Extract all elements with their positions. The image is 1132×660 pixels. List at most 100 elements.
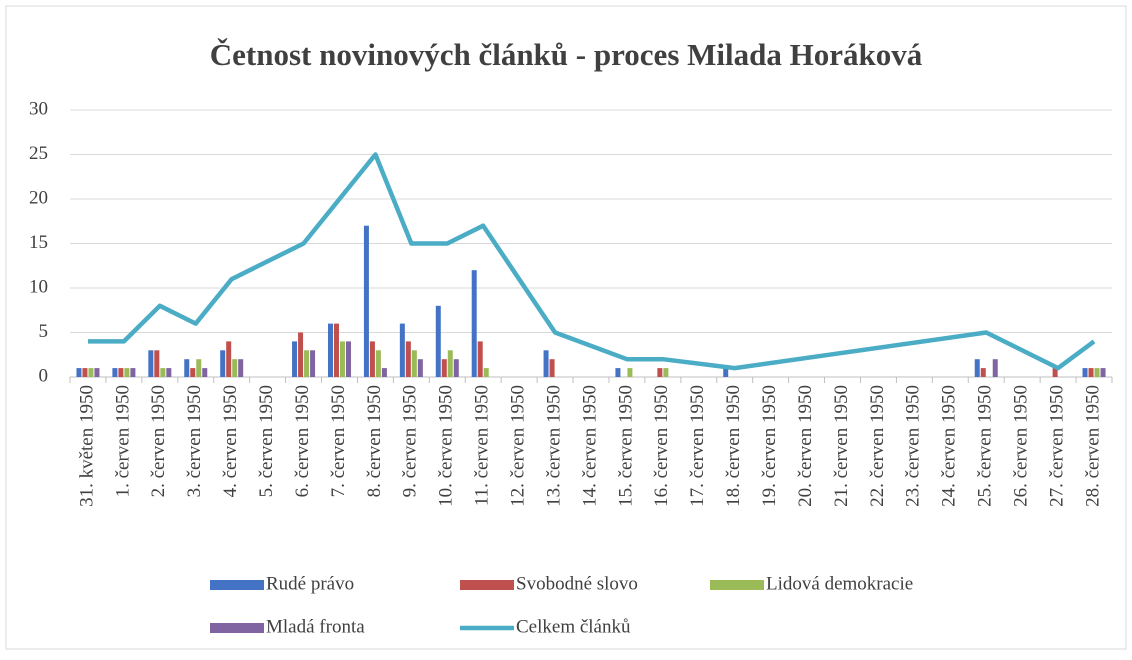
- bar: [88, 368, 94, 377]
- bar: [399, 323, 405, 377]
- bar: [304, 350, 310, 377]
- legend-swatch: [210, 623, 264, 633]
- bar: [615, 368, 621, 377]
- y-tick-label: 25: [29, 143, 48, 164]
- bar: [1088, 368, 1094, 377]
- bar: [196, 359, 202, 377]
- x-tick-label: 13. červen 1950: [543, 385, 564, 507]
- bar: [627, 368, 633, 377]
- x-tick-label: 5. červen 1950: [256, 385, 277, 497]
- bar: [381, 368, 387, 377]
- bar: [298, 332, 304, 377]
- legend-swatch: [210, 580, 264, 590]
- bar: [657, 368, 663, 377]
- bar: [417, 359, 423, 377]
- bar: [226, 341, 232, 377]
- x-tick-label: 6. červen 1950: [292, 385, 313, 497]
- x-tick-label: 23. červen 1950: [903, 385, 924, 507]
- bar: [1082, 368, 1088, 377]
- x-tick-label: 31. květen 1950: [76, 385, 97, 507]
- x-tick-label: 7. červen 1950: [328, 385, 349, 497]
- bar: [363, 225, 369, 377]
- x-tick-label: 22. červen 1950: [867, 385, 888, 507]
- bar: [232, 359, 238, 377]
- legend-label: Svobodné slovo: [516, 573, 638, 594]
- bar: [471, 270, 477, 377]
- x-tick-label: 28. červen 1950: [1082, 385, 1103, 507]
- bar: [292, 341, 298, 377]
- bar: [723, 368, 729, 377]
- bar: [992, 359, 998, 377]
- bar: [190, 368, 196, 377]
- bar: [327, 323, 333, 377]
- y-tick-label: 10: [29, 276, 48, 297]
- bar: [112, 368, 118, 377]
- x-tick-label: 4. červen 1950: [220, 385, 241, 497]
- bar: [202, 368, 208, 377]
- x-tick-label: 14. červen 1950: [579, 385, 600, 507]
- y-tick-label: 5: [39, 321, 49, 342]
- legend-swatch: [710, 580, 764, 590]
- bar: [974, 359, 980, 377]
- y-tick-label: 30: [29, 98, 48, 119]
- x-tick-label: 26. červen 1950: [1011, 385, 1032, 507]
- bar: [345, 341, 351, 377]
- y-tick-label: 15: [29, 232, 48, 253]
- bar: [310, 350, 316, 377]
- legend-label: Rudé právo: [266, 573, 354, 594]
- legend-label: Celkem článků: [516, 616, 631, 637]
- bar: [405, 341, 411, 377]
- x-tick-label: 18. červen 1950: [723, 385, 744, 507]
- legend-swatch: [460, 580, 514, 590]
- y-tick-label: 0: [39, 365, 49, 386]
- x-tick-label: 17. červen 1950: [687, 385, 708, 507]
- x-tick-label: 15. červen 1950: [615, 385, 636, 507]
- bar: [441, 359, 447, 377]
- bar: [1052, 368, 1058, 377]
- x-tick-label: 20. červen 1950: [795, 385, 816, 507]
- bar: [166, 368, 172, 377]
- bar: [118, 368, 124, 377]
- bar: [549, 359, 555, 377]
- bar: [154, 350, 160, 377]
- x-tick-label: 24. červen 1950: [939, 385, 960, 507]
- bar: [375, 350, 381, 377]
- bar: [94, 368, 100, 377]
- x-tick-label: 16. červen 1950: [651, 385, 672, 507]
- bar: [220, 350, 226, 377]
- chart-title: Četnost novinových článků - proces Milad…: [210, 37, 923, 72]
- legend-label: Mladá fronta: [266, 616, 365, 637]
- bar: [124, 368, 130, 377]
- bar: [453, 359, 459, 377]
- bar: [238, 359, 244, 377]
- x-tick-label: 3. červen 1950: [184, 385, 205, 497]
- line-series: [87, 152, 1096, 371]
- bar: [435, 305, 441, 377]
- y-tick-label: 20: [29, 187, 48, 208]
- chart-border: [5, 5, 1127, 650]
- x-tick-label: 2. červen 1950: [148, 385, 169, 497]
- x-tick-label: 19. červen 1950: [759, 385, 780, 507]
- bar: [130, 368, 136, 377]
- bar: [82, 368, 88, 377]
- bar: [483, 368, 489, 377]
- x-tick-label: 8. červen 1950: [364, 385, 385, 497]
- bar: [543, 350, 549, 377]
- bar: [76, 368, 82, 377]
- bar: [477, 341, 483, 377]
- x-tick-label: 27. červen 1950: [1046, 385, 1067, 507]
- x-tick-label: 10. červen 1950: [436, 385, 457, 507]
- bar: [411, 350, 417, 377]
- legend-label: Lidová demokracie: [766, 573, 913, 594]
- bar: [1100, 368, 1106, 377]
- bar: [1094, 368, 1100, 377]
- bar: [663, 368, 669, 377]
- bar: [447, 350, 453, 377]
- x-tick-label: 1. červen 1950: [112, 385, 133, 497]
- bar: [184, 359, 190, 377]
- bar: [369, 341, 375, 377]
- bar: [980, 368, 986, 377]
- x-tick-label: 12. červen 1950: [507, 385, 528, 507]
- x-tick-label: 9. červen 1950: [400, 385, 421, 497]
